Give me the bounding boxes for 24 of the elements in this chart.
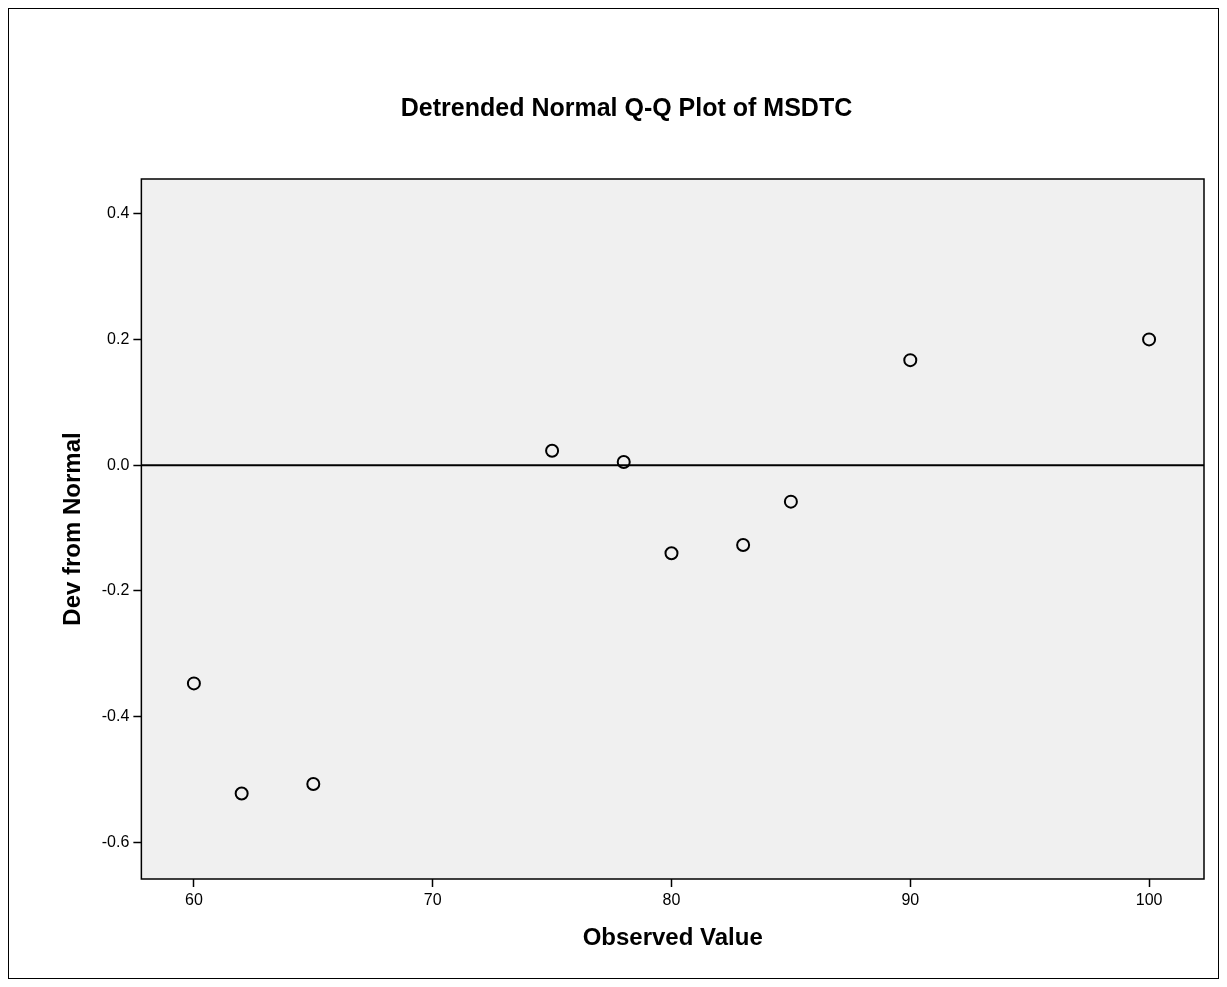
y-tick-label: 0.2 (107, 329, 130, 347)
point (186, 676, 201, 691)
y-tick-label: -0.6 (101, 832, 130, 850)
x-tick-label: 100 (1135, 891, 1163, 909)
y-tick-label: 0.4 (107, 204, 130, 221)
point (736, 538, 751, 553)
x-axis-title: Observed Value (582, 923, 763, 951)
point (664, 546, 679, 561)
point (234, 786, 249, 801)
x-tick-label: 90 (901, 891, 920, 909)
point (1142, 332, 1157, 347)
chart-title: Detrended Normal Q-Q Plot of MSDTC (400, 92, 853, 121)
y-axis-title: Dev from Normal (58, 432, 86, 626)
point (545, 443, 560, 458)
x-tick-label: 80 (662, 891, 681, 909)
point (783, 494, 798, 509)
point (903, 353, 918, 368)
y-tick-label: 0.0 (107, 455, 130, 473)
y-tick-label: -0.4 (101, 707, 130, 725)
x-tick-label: 70 (423, 891, 442, 909)
point (306, 777, 321, 792)
point (616, 455, 631, 470)
x-tick-label: 60 (185, 891, 203, 909)
y-tick-label: -0.2 (101, 581, 130, 599)
